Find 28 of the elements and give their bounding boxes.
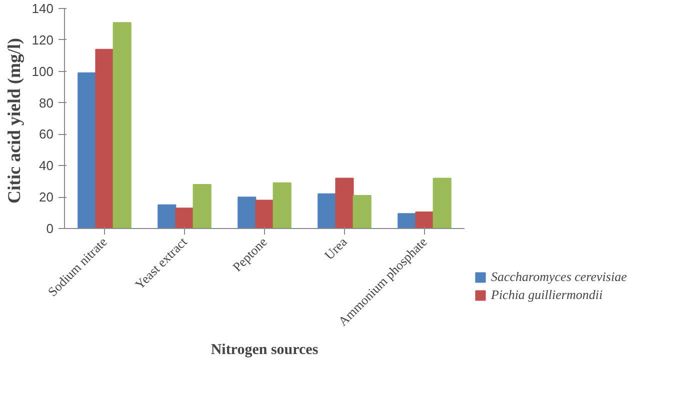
y-tick-label: 100 bbox=[32, 64, 54, 79]
bar bbox=[398, 213, 416, 228]
bar bbox=[432, 178, 452, 228]
y-axis-title: Citic acid yield (mg/l) bbox=[4, 38, 24, 204]
legend-label: Pichia guilliermondii bbox=[491, 287, 603, 303]
bar bbox=[255, 200, 274, 228]
bar bbox=[352, 195, 372, 228]
bar bbox=[112, 22, 132, 228]
y-tick-label: 0 bbox=[46, 221, 54, 236]
bar bbox=[238, 196, 256, 228]
bar bbox=[318, 193, 336, 228]
y-tick-label: 80 bbox=[39, 95, 54, 110]
y-tick-label: 40 bbox=[39, 158, 54, 174]
bar bbox=[175, 208, 194, 228]
bar bbox=[192, 184, 212, 228]
bar bbox=[158, 204, 176, 228]
bar bbox=[272, 182, 292, 228]
y-tick-label: 140 bbox=[32, 1, 54, 16]
bar bbox=[78, 72, 96, 228]
bar bbox=[95, 48, 114, 228]
x-axis-title: Nitrogen sources bbox=[210, 342, 318, 358]
y-tick-label: 20 bbox=[39, 190, 54, 205]
y-tick-label: 120 bbox=[32, 32, 54, 48]
bar bbox=[335, 178, 354, 228]
legend-label: Saccharomyces cerevisiae bbox=[491, 269, 627, 285]
y-tick-label: 60 bbox=[39, 126, 54, 142]
bar bbox=[415, 212, 434, 228]
x-tick-label: Urea bbox=[321, 234, 350, 263]
